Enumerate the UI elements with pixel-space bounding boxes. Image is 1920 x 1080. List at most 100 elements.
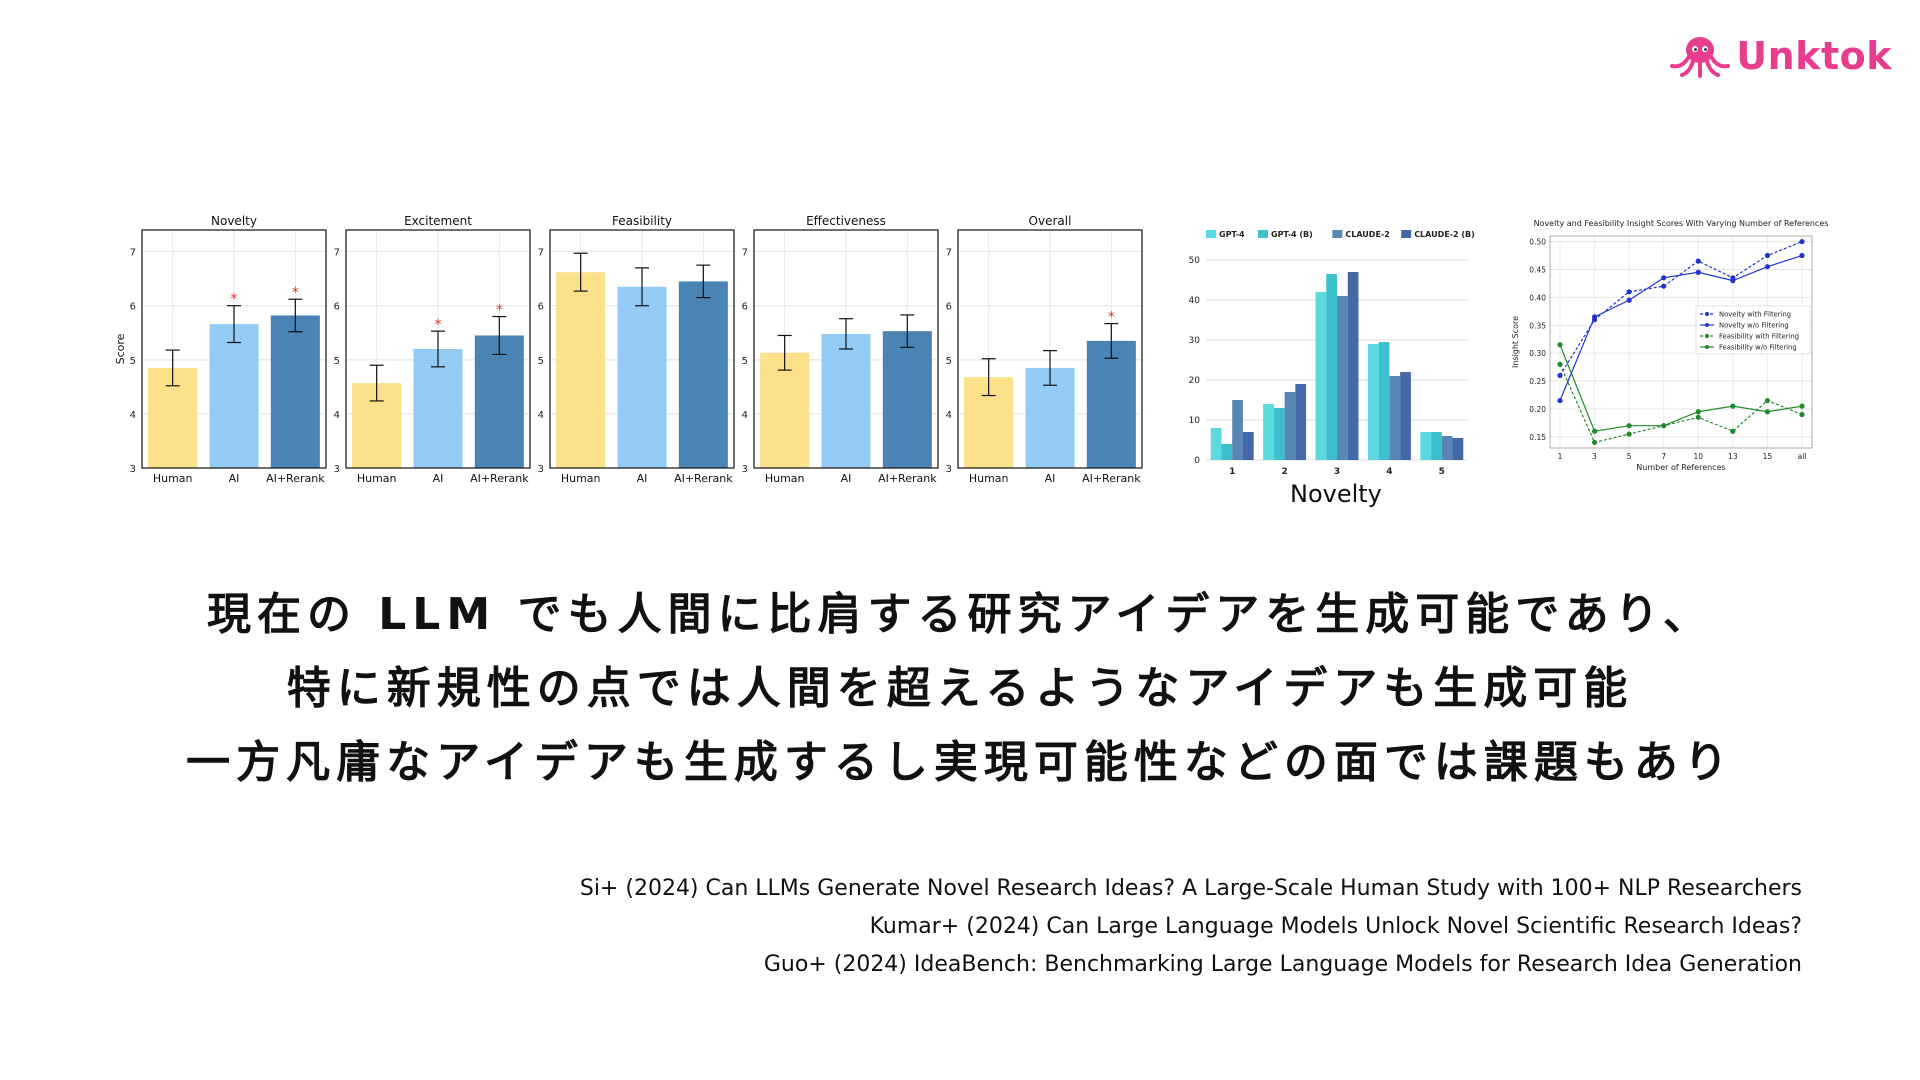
data-point: [1557, 342, 1563, 348]
legend-label: Feasibility w/o Filtering: [1719, 344, 1797, 352]
x-tick-label: Human: [765, 472, 805, 485]
x-tick-label: AI: [637, 472, 648, 485]
chart-novelty: Novelty 3 4 5 6 7 Human * AI * AI+Rerank Score: [114, 214, 327, 485]
legend-label: GPT-4: [1219, 230, 1245, 239]
x-tick-label: 2: [1281, 467, 1287, 477]
significance-mark: *: [292, 285, 299, 301]
legend-swatch: [1332, 230, 1343, 238]
reference-3: Guo+ (2024) IdeaBench: Benchmarking Larg…: [763, 952, 1802, 977]
data-point: [1695, 258, 1701, 264]
legend-swatch: [1258, 230, 1268, 238]
bar: [1086, 340, 1136, 468]
data-point: [1730, 403, 1736, 409]
x-tick-label: AI+Rerank: [266, 472, 325, 485]
x-tick-label: Human: [153, 472, 193, 485]
y-tick-label: 6: [946, 302, 952, 313]
bar: [1441, 436, 1453, 460]
chart-title: Overall: [1029, 214, 1072, 228]
bar: [1326, 274, 1337, 460]
series-line: [1559, 254, 1803, 401]
octopus-icon: [1670, 37, 1731, 78]
chart-overall: Overall 3 4 5 6 7 Human AI * AI+Rerank: [946, 214, 1143, 485]
headline: 現在の LLM でも人間に比肩する研究アイデアを生成可能であり、 特に新規性の点…: [0, 578, 1920, 800]
bar: [821, 333, 871, 468]
y-tick-label: 3: [742, 464, 748, 475]
data-point: [1557, 372, 1563, 379]
legend-label: Novelty with Filtering: [1719, 311, 1791, 319]
bar: [1273, 408, 1285, 460]
legend-marker: [1705, 323, 1709, 327]
y-tick-label: 4: [130, 410, 136, 421]
y-tick-label: 5: [334, 356, 340, 367]
data-point: [1764, 409, 1771, 415]
y-tick-label: 3: [538, 464, 544, 475]
x-tick-label: AI+Rerank: [470, 472, 529, 485]
legend-swatch: [1401, 230, 1412, 238]
y-tick-label: 0.25: [1529, 377, 1546, 386]
y-tick-label: 30: [1189, 336, 1201, 346]
data-point: [1695, 409, 1701, 415]
brand-logo: Unktok: [1668, 34, 1892, 78]
data-point: [1730, 278, 1736, 284]
x-tick-label: AI+Rerank: [878, 472, 937, 485]
y-tick-label: 7: [538, 248, 544, 259]
data-point: [1730, 428, 1736, 434]
data-point: [1764, 264, 1771, 270]
y-tick-label: 6: [742, 302, 748, 313]
x-tick-label: 5: [1439, 467, 1445, 477]
y-tick-label: 0: [1194, 456, 1200, 466]
chart-excitement: Excitement 3 4 5 6 7 Human * AI * AI+Rerank: [334, 214, 531, 485]
legend-label: CLAUDE-2: [1345, 230, 1389, 239]
data-point: [1557, 397, 1563, 404]
x-tick-label: 5: [1627, 452, 1632, 461]
x-tick-label: AI: [841, 472, 852, 485]
data-point: [1799, 411, 1805, 418]
plot-frame: [549, 229, 735, 469]
y-tick-label: 5: [130, 356, 136, 367]
bar: [474, 335, 524, 468]
y-axis-label: Insight Score: [1511, 316, 1520, 368]
chart-insight-scores: Novelty and Feasibility Insight Scores W…: [1511, 219, 1828, 472]
bar: [1295, 384, 1307, 460]
chart-novelty-distribution: 0 10 20 30 40 50 GPT-4 GPT-4 (B) CLAUDE-2 CLAUDE-…: [1189, 230, 1475, 477]
x-tick-label: 15: [1763, 452, 1773, 461]
x-tick-label: 10: [1694, 452, 1704, 461]
y-tick-label: 7: [130, 248, 136, 259]
plot-frame: [345, 229, 531, 469]
data-point: [1557, 361, 1563, 367]
brand-name: Unktok: [1736, 34, 1892, 78]
x-tick-label: 13: [1728, 452, 1738, 461]
data-point: [1661, 423, 1667, 429]
bar: [1242, 432, 1254, 460]
reference-1: Si+ (2024) Can LLMs Generate Novel Resea…: [579, 876, 1802, 901]
legend-box: [1695, 305, 1811, 355]
chart-title: Novelty: [211, 214, 257, 228]
novelty-caption: Novelty: [1290, 480, 1382, 508]
bar: [556, 272, 606, 468]
y-tick-label: 3: [946, 464, 952, 475]
x-tick-label: all: [1798, 452, 1807, 461]
chart-feasibility: Feasibility 3 4 5 6 7 Human AI AI+Rerank: [538, 214, 735, 485]
bar: [1378, 342, 1390, 460]
data-point: [1661, 275, 1667, 281]
bar: [760, 352, 810, 468]
headline-line-3: 一方凡庸なアイデアも生成するし実現可能性などの面では課題もあり: [186, 737, 1734, 788]
legend-label: CLAUDE-2 (B): [1414, 230, 1475, 239]
y-tick-label: 0.50: [1529, 238, 1546, 247]
x-tick-label: AI: [433, 472, 444, 485]
bar: [1347, 272, 1359, 460]
y-tick-label: 5: [538, 356, 544, 367]
data-point: [1764, 252, 1771, 259]
x-tick-label: 7: [1661, 452, 1666, 461]
y-tick-label: 40: [1189, 296, 1201, 306]
bar: [678, 281, 728, 468]
chart-title: Feasibility: [612, 214, 672, 228]
y-tick-label: 6: [130, 302, 136, 313]
bar: [1284, 392, 1296, 460]
x-tick-label: 3: [1334, 467, 1340, 477]
legend-marker: [1705, 334, 1709, 338]
data-point: [1626, 297, 1632, 303]
data-point: [1626, 431, 1632, 437]
series-line: [1559, 364, 1803, 444]
x-tick-label: AI+Rerank: [674, 472, 733, 485]
